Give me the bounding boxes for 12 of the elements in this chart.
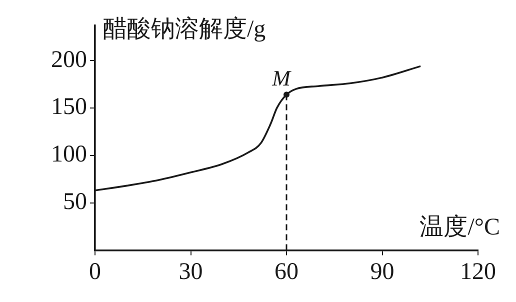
y-tick-label: 50 bbox=[63, 189, 87, 216]
y-tick-label: 200 bbox=[51, 46, 87, 73]
x-tick-label: 60 bbox=[274, 258, 298, 285]
x-tick-label: 30 bbox=[178, 258, 203, 285]
x-tick-label: 120 bbox=[460, 258, 496, 285]
y-tick-label: 150 bbox=[51, 94, 87, 120]
y-axis-title: 醋酸钠溶解度/g bbox=[103, 15, 266, 42]
x-tick-label: 0 bbox=[89, 258, 101, 285]
x-axis-title: 温度/°C bbox=[420, 213, 500, 240]
y-tick-label: 100 bbox=[51, 142, 87, 168]
x-tick-label: 90 bbox=[370, 258, 394, 285]
annotation: M bbox=[271, 65, 292, 90]
